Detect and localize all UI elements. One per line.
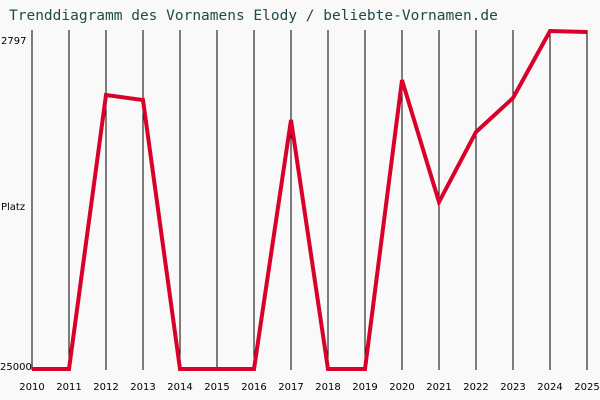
chart-title: Trenddiagramm des Vornamens Elody / beli…	[9, 8, 498, 24]
x-tick-label: 2012	[93, 382, 119, 393]
x-tick-label: 2016	[241, 382, 267, 393]
series-line	[32, 28, 588, 371]
x-tick-label: 2024	[537, 382, 563, 393]
x-tick-label: 2019	[352, 382, 378, 393]
y-axis-top-label: 2797	[1, 36, 27, 47]
y-axis-label: Platz	[1, 202, 26, 213]
x-tick-label: 2010	[19, 382, 45, 393]
x-tick-label: 2020	[389, 382, 415, 393]
x-tick-label: 2022	[463, 382, 489, 393]
x-tick-label: 2015	[204, 382, 230, 393]
x-tick-label: 2023	[500, 382, 526, 393]
y-axis-bottom-label: 25000	[0, 362, 32, 373]
x-tick-label: 2014	[167, 382, 193, 393]
x-tick-label: 2011	[56, 382, 82, 393]
x-tick-label: 2025	[574, 382, 600, 393]
x-tick-label: 2013	[130, 382, 156, 393]
x-tick-label: 2018	[315, 382, 341, 393]
x-tick-label: 2021	[426, 382, 452, 393]
x-tick-label: 2017	[278, 382, 304, 393]
